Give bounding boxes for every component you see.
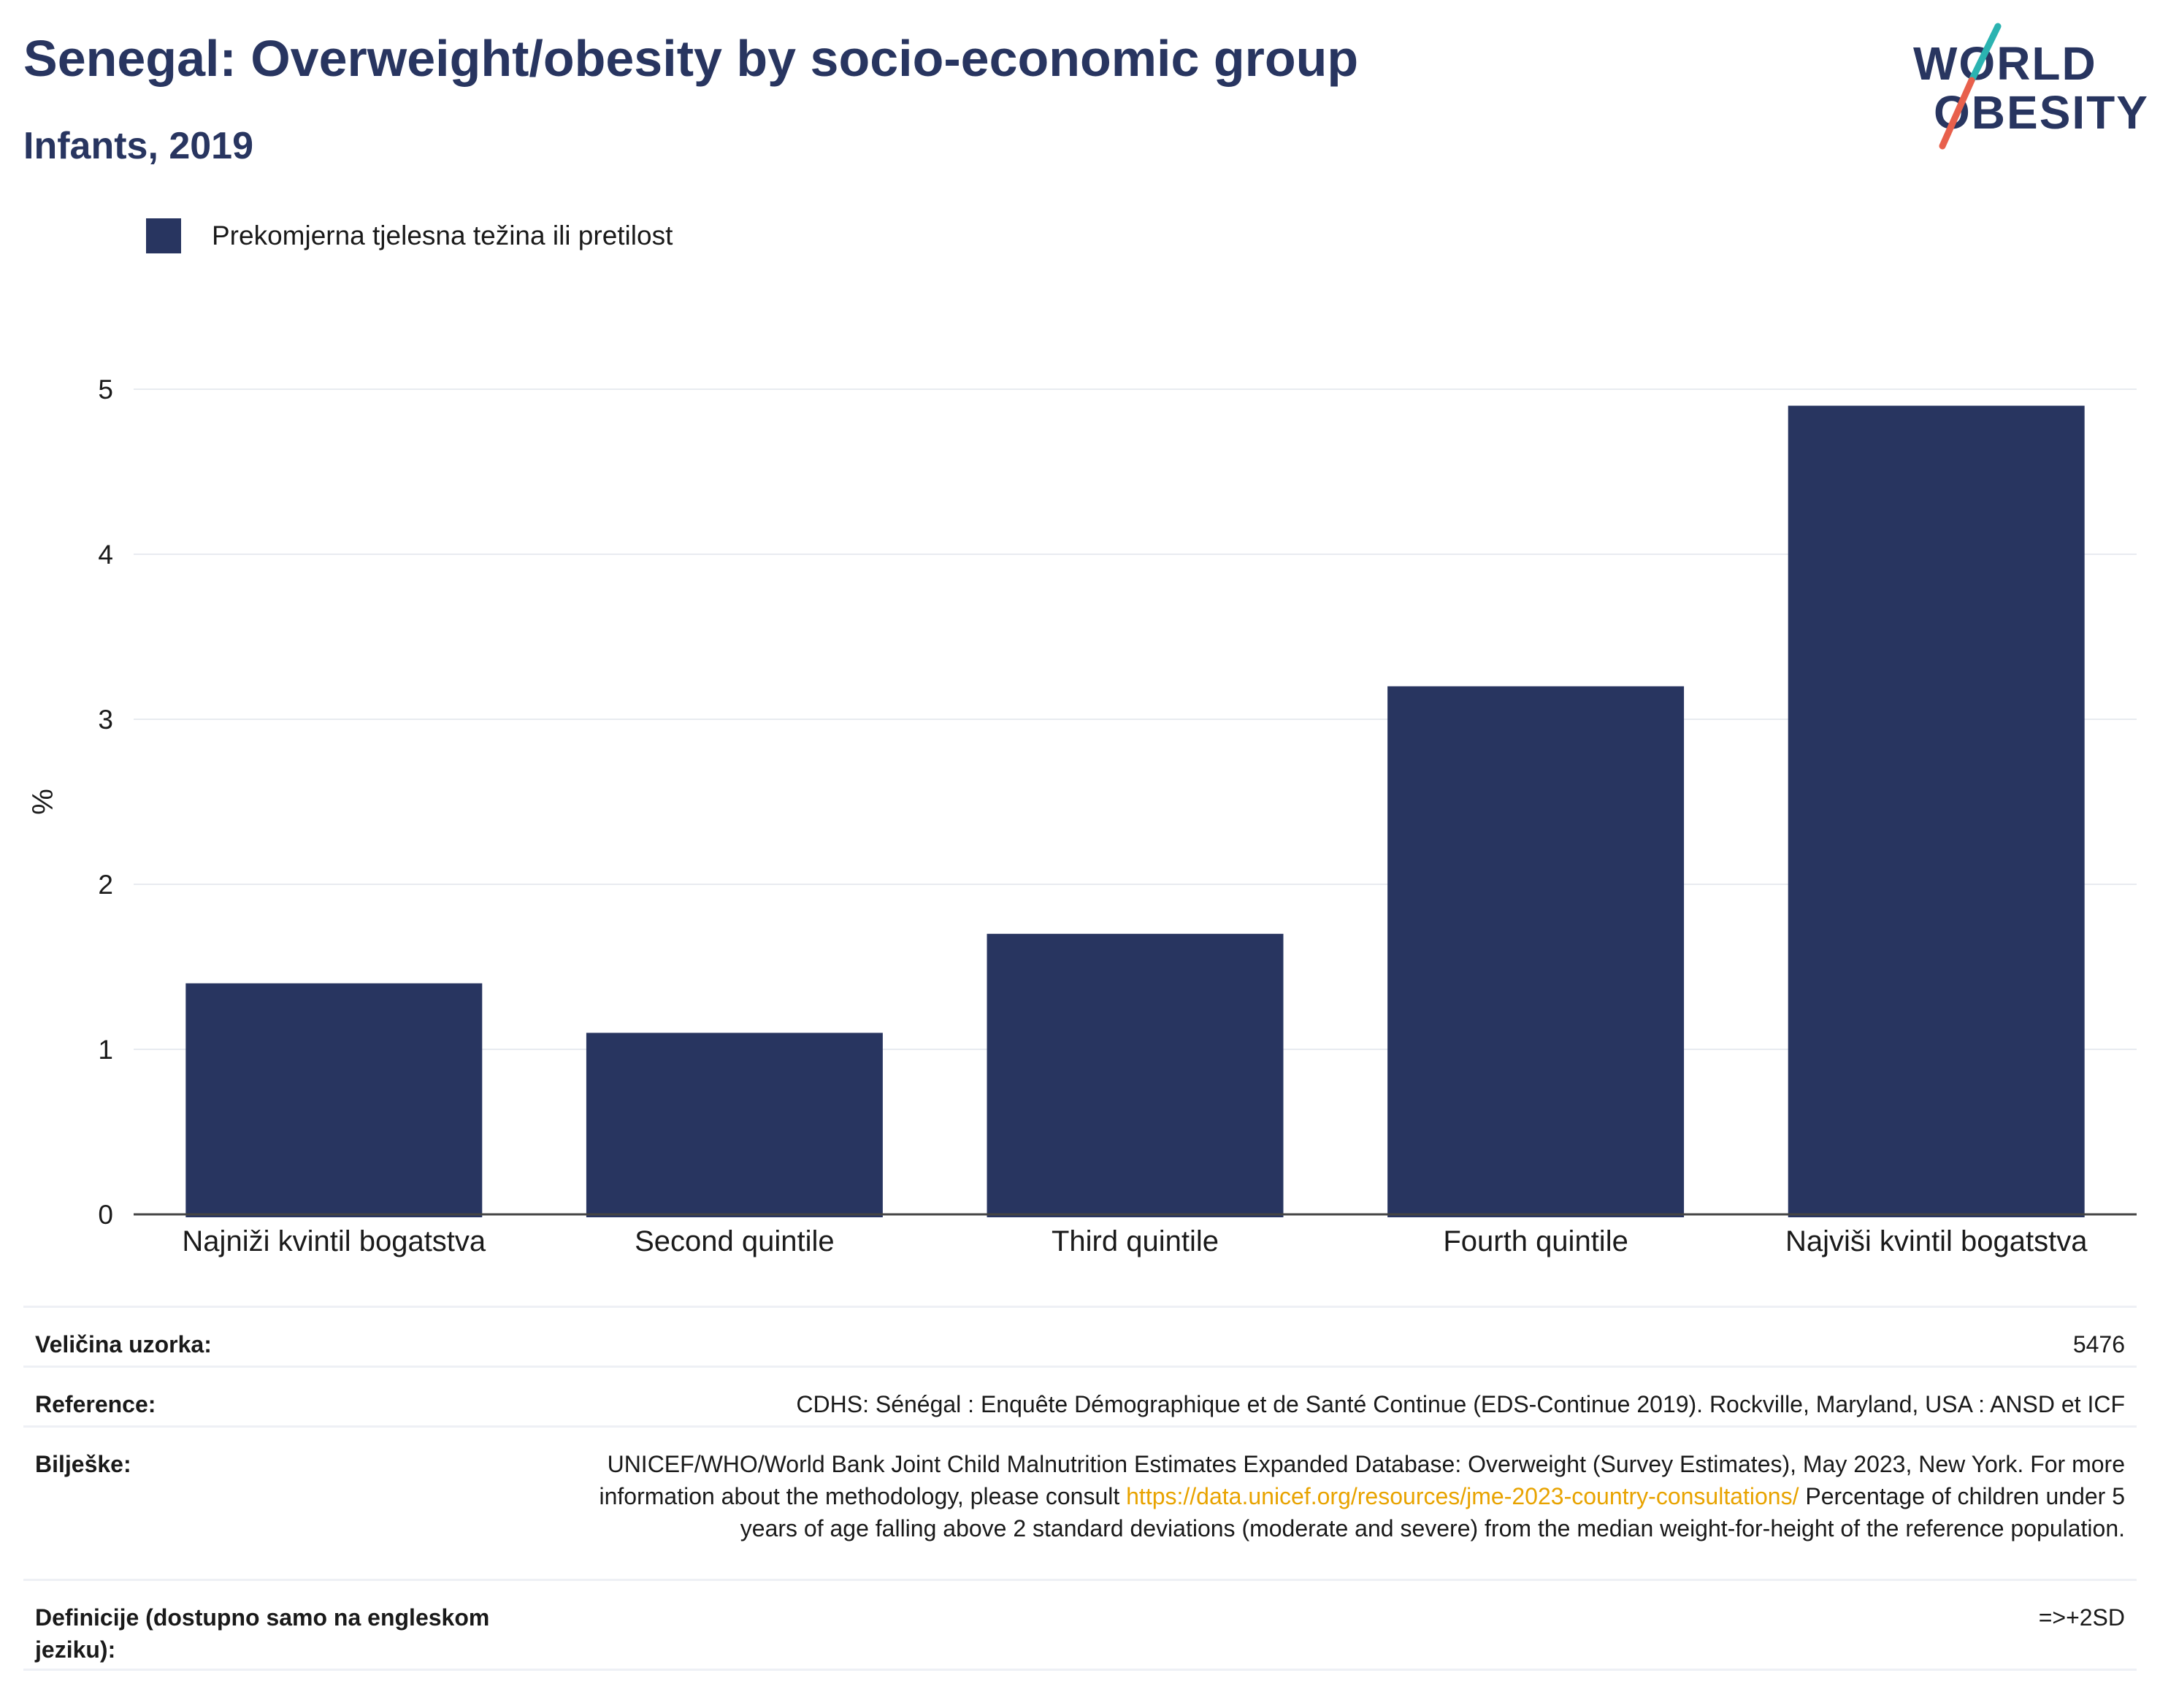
- y-tick-label: 2: [98, 870, 113, 900]
- sample-size-label: Veličina uzorka:: [35, 1331, 212, 1357]
- notes-label: Bilješke:: [35, 1451, 131, 1477]
- logo-slash-icon: [1939, 23, 2002, 150]
- sample-size-value: 5476: [2072, 1331, 2125, 1357]
- x-tick-label: Najniži kvintil bogatstva: [182, 1225, 486, 1257]
- reference-label: Reference:: [35, 1391, 156, 1417]
- bar: [987, 933, 1284, 1217]
- chart-legend: Prekomjerna tjelesna težina ili pretilos…: [146, 218, 673, 254]
- logo-line-1: WORLD: [1913, 37, 2097, 90]
- y-tick-label: 4: [98, 540, 113, 570]
- bar-chart: 0 1 2 3 4 5% Najniži kvintil bogatstva Second q…: [27, 375, 2137, 1257]
- methodology-link[interactable]: https://data.unicef.org/resources/jme-20…: [1126, 1483, 1799, 1509]
- notes-value: UNICEF/WHO/World Bank Joint Child Malnut…: [591, 1448, 2125, 1564]
- x-tick-label: Fourth quintile: [1443, 1225, 1628, 1257]
- y-tick-label: 0: [98, 1200, 113, 1230]
- bar: [1788, 405, 2085, 1217]
- bar: [185, 983, 483, 1217]
- y-tick-label: 1: [98, 1035, 113, 1065]
- definitions-label: Definicije (dostupno samo na engleskom j…: [35, 1604, 490, 1663]
- definitions-value: =>+2SD: [2038, 1604, 2125, 1631]
- y-axis-title: %: [27, 789, 59, 815]
- y-tick-label: 5: [98, 375, 113, 405]
- info-row-reference: Reference: CDHS: Sénégal : Enquête Démog…: [23, 1366, 2137, 1425]
- x-tick-label: Second quintile: [635, 1225, 835, 1257]
- logo-line-2: OBESITY: [1934, 86, 2149, 139]
- x-tick-label: Najviši kvintil bogatstva: [1785, 1225, 2088, 1257]
- info-table: Veličina uzorka: 5476 Reference: CDHS: S…: [23, 1306, 2137, 1671]
- page-title: Senegal: Overweight/obesity by socio-eco…: [23, 30, 1359, 87]
- page-subtitle: Infants, 2019: [23, 125, 254, 167]
- info-row-sample: Veličina uzorka: 5476: [23, 1306, 2137, 1366]
- legend-label: Prekomjerna tjelesna težina ili pretilos…: [212, 221, 673, 250]
- world-obesity-logo[interactable]: WORLD OBESITY: [1899, 22, 2148, 153]
- bar: [1387, 686, 1685, 1217]
- notes-text-2: Percentage of children under 5 years of …: [740, 1483, 2125, 1542]
- x-tick-label: Third quintile: [1052, 1225, 1219, 1257]
- info-row-notes: Bilješke: UNICEF/WHO/World Bank Joint Ch…: [23, 1425, 2137, 1579]
- bar: [586, 1033, 883, 1217]
- notes-text-1: UNICEF/WHO/World Bank Joint Child Malnut…: [599, 1451, 2125, 1509]
- reference-value: CDHS: Sénégal : Enquête Démographique et…: [796, 1391, 2125, 1417]
- y-tick-label: 3: [98, 705, 113, 735]
- info-row-definitions: Definicije (dostupno samo na engleskom j…: [23, 1579, 2137, 1671]
- legend-swatch: [146, 218, 181, 253]
